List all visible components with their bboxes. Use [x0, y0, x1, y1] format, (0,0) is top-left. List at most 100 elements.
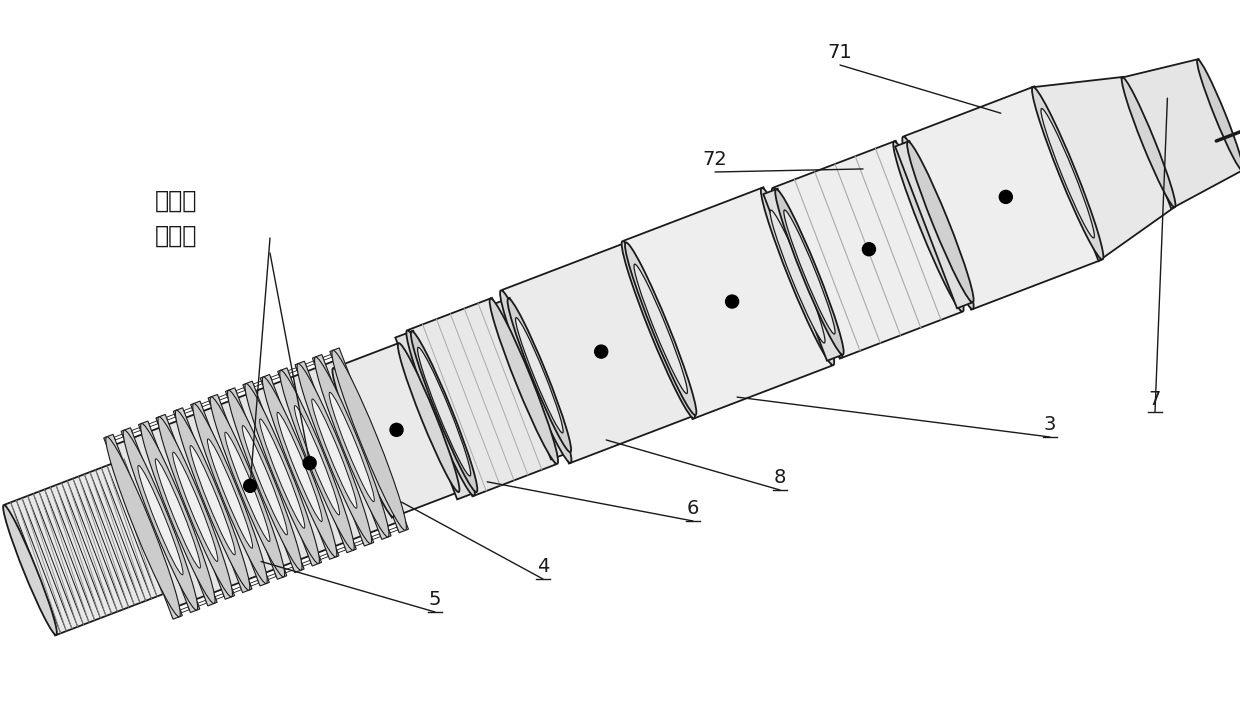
- Polygon shape: [260, 374, 339, 559]
- Ellipse shape: [210, 397, 285, 577]
- Polygon shape: [218, 395, 227, 400]
- Text: 71: 71: [827, 43, 852, 62]
- Circle shape: [303, 457, 316, 469]
- Ellipse shape: [634, 264, 687, 393]
- Polygon shape: [895, 141, 971, 309]
- Ellipse shape: [246, 383, 320, 563]
- Ellipse shape: [1122, 77, 1176, 208]
- Ellipse shape: [1032, 87, 1104, 260]
- Polygon shape: [1032, 77, 1173, 261]
- Polygon shape: [198, 600, 206, 606]
- Ellipse shape: [263, 377, 337, 557]
- Polygon shape: [492, 298, 569, 460]
- Ellipse shape: [190, 445, 236, 555]
- Polygon shape: [272, 374, 279, 380]
- Ellipse shape: [893, 141, 963, 311]
- Polygon shape: [208, 395, 286, 580]
- Ellipse shape: [224, 432, 270, 542]
- Polygon shape: [324, 354, 332, 360]
- Text: 3: 3: [1044, 415, 1056, 434]
- Text: 接位置: 接位置: [155, 224, 197, 248]
- Ellipse shape: [908, 141, 973, 302]
- Polygon shape: [114, 434, 123, 440]
- Polygon shape: [131, 428, 140, 433]
- Polygon shape: [774, 140, 961, 359]
- Polygon shape: [268, 574, 277, 580]
- Polygon shape: [216, 594, 224, 599]
- Ellipse shape: [105, 437, 180, 617]
- Ellipse shape: [516, 318, 563, 433]
- Polygon shape: [502, 242, 694, 464]
- Ellipse shape: [1040, 109, 1095, 238]
- Polygon shape: [166, 414, 175, 420]
- Ellipse shape: [507, 299, 572, 452]
- Ellipse shape: [761, 188, 835, 365]
- Ellipse shape: [207, 439, 253, 548]
- Ellipse shape: [259, 419, 305, 528]
- Polygon shape: [624, 187, 832, 419]
- Polygon shape: [174, 408, 252, 592]
- Circle shape: [863, 243, 875, 256]
- Polygon shape: [396, 330, 475, 499]
- Ellipse shape: [192, 404, 268, 584]
- Circle shape: [725, 295, 739, 308]
- Polygon shape: [191, 401, 269, 586]
- Polygon shape: [409, 298, 556, 496]
- Polygon shape: [306, 361, 314, 366]
- Polygon shape: [1121, 59, 1240, 209]
- Polygon shape: [337, 547, 346, 553]
- Polygon shape: [226, 388, 304, 573]
- Ellipse shape: [625, 243, 697, 415]
- Polygon shape: [104, 434, 182, 619]
- Polygon shape: [250, 580, 259, 586]
- Text: 6: 6: [687, 499, 699, 518]
- Polygon shape: [320, 554, 329, 559]
- Ellipse shape: [277, 412, 322, 522]
- Polygon shape: [389, 527, 398, 533]
- Ellipse shape: [407, 330, 475, 496]
- Polygon shape: [764, 189, 841, 361]
- Ellipse shape: [311, 399, 357, 508]
- Ellipse shape: [175, 410, 249, 590]
- Text: 4: 4: [537, 557, 549, 576]
- Polygon shape: [139, 421, 217, 606]
- Polygon shape: [181, 607, 188, 613]
- Text: 72: 72: [703, 150, 728, 169]
- Ellipse shape: [298, 364, 372, 544]
- Ellipse shape: [4, 505, 57, 635]
- Polygon shape: [355, 541, 363, 546]
- Polygon shape: [312, 354, 391, 539]
- Ellipse shape: [123, 430, 197, 610]
- Polygon shape: [233, 587, 242, 593]
- Polygon shape: [122, 428, 200, 613]
- Ellipse shape: [294, 406, 340, 515]
- Ellipse shape: [621, 241, 694, 419]
- Text: 圆点铆: 圆点铆: [155, 189, 197, 213]
- Ellipse shape: [1197, 59, 1240, 171]
- Ellipse shape: [155, 459, 201, 568]
- Ellipse shape: [280, 370, 355, 550]
- Ellipse shape: [228, 390, 303, 570]
- Ellipse shape: [242, 426, 288, 535]
- Ellipse shape: [770, 210, 825, 343]
- Polygon shape: [149, 421, 157, 426]
- Polygon shape: [295, 361, 373, 546]
- Ellipse shape: [138, 465, 184, 575]
- Circle shape: [595, 345, 608, 358]
- Circle shape: [391, 424, 403, 436]
- Ellipse shape: [784, 210, 835, 334]
- Polygon shape: [236, 388, 244, 393]
- Ellipse shape: [490, 299, 558, 464]
- Polygon shape: [184, 407, 192, 413]
- Ellipse shape: [332, 350, 407, 530]
- Polygon shape: [254, 381, 262, 387]
- Ellipse shape: [418, 347, 471, 476]
- Ellipse shape: [172, 452, 218, 561]
- Text: 8: 8: [774, 468, 786, 487]
- Ellipse shape: [771, 188, 842, 358]
- Circle shape: [243, 479, 257, 492]
- Ellipse shape: [140, 424, 215, 604]
- Ellipse shape: [398, 343, 460, 492]
- Ellipse shape: [329, 393, 374, 502]
- Text: 5: 5: [429, 590, 441, 609]
